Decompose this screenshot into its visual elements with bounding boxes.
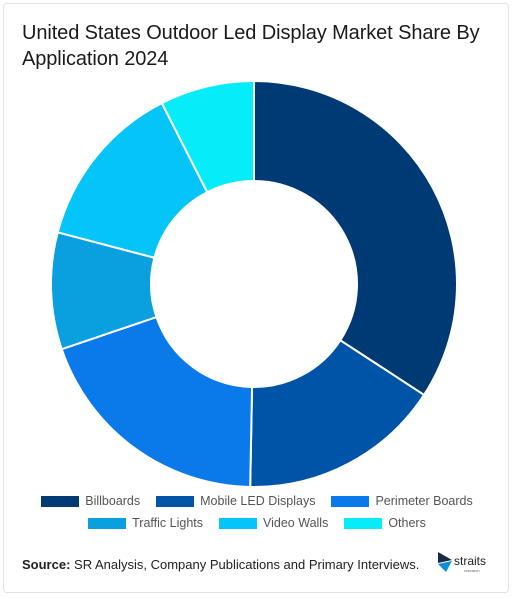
legend-swatch [156, 495, 195, 507]
slice-others[interactable] [160, 79, 255, 194]
legend-item-mobile-led-displays[interactable]: Mobile LED Displays [156, 494, 315, 508]
slice-mobile-led-displays[interactable] [249, 338, 426, 488]
legend-label: Video Walls [263, 516, 329, 530]
legend-item-perimeter-boards[interactable]: Perimeter Boards [331, 494, 473, 508]
logo-sub: research [464, 568, 480, 573]
legend-swatch [331, 495, 370, 507]
chart-title: United States Outdoor Led Display Market… [22, 22, 480, 70]
legend-item-others[interactable]: Others [344, 516, 426, 530]
legend-row: Traffic Lights Video Walls Others [0, 516, 514, 530]
legend-swatch [344, 517, 383, 529]
donut-chart [50, 79, 458, 488]
legend-label: Traffic Lights [132, 516, 204, 530]
chart-legend: Billboards Mobile LED Displays Perimeter B… [0, 494, 514, 538]
source-text: SR Analysis, Company Publications and Pr… [70, 557, 420, 572]
legend-item-traffic-lights[interactable]: Traffic Lights [88, 516, 203, 530]
legend-swatch [219, 517, 258, 529]
legend-swatch [41, 495, 80, 507]
legend-label: Billboards [85, 494, 141, 508]
straits-logo-icon [438, 552, 452, 572]
legend-swatch [88, 517, 127, 529]
legend-label: Others [388, 516, 426, 530]
source-label: Source: [22, 557, 71, 572]
slice-perimeter-boards[interactable] [60, 315, 254, 488]
legend-row: Billboards Mobile LED Displays Perimeter B… [0, 494, 514, 508]
legend-label: Mobile LED Displays [200, 494, 316, 508]
slice-billboards[interactable] [253, 79, 458, 397]
straits-logo: straits research [436, 550, 492, 578]
source-note: Source: SR Analysis, Company Publication… [22, 557, 419, 572]
legend-item-video-walls[interactable]: Video Walls [219, 516, 328, 530]
legend-item-billboards[interactable]: Billboards [41, 494, 140, 508]
legend-label: Perimeter Boards [375, 494, 473, 508]
logo-name: straits [454, 554, 487, 568]
